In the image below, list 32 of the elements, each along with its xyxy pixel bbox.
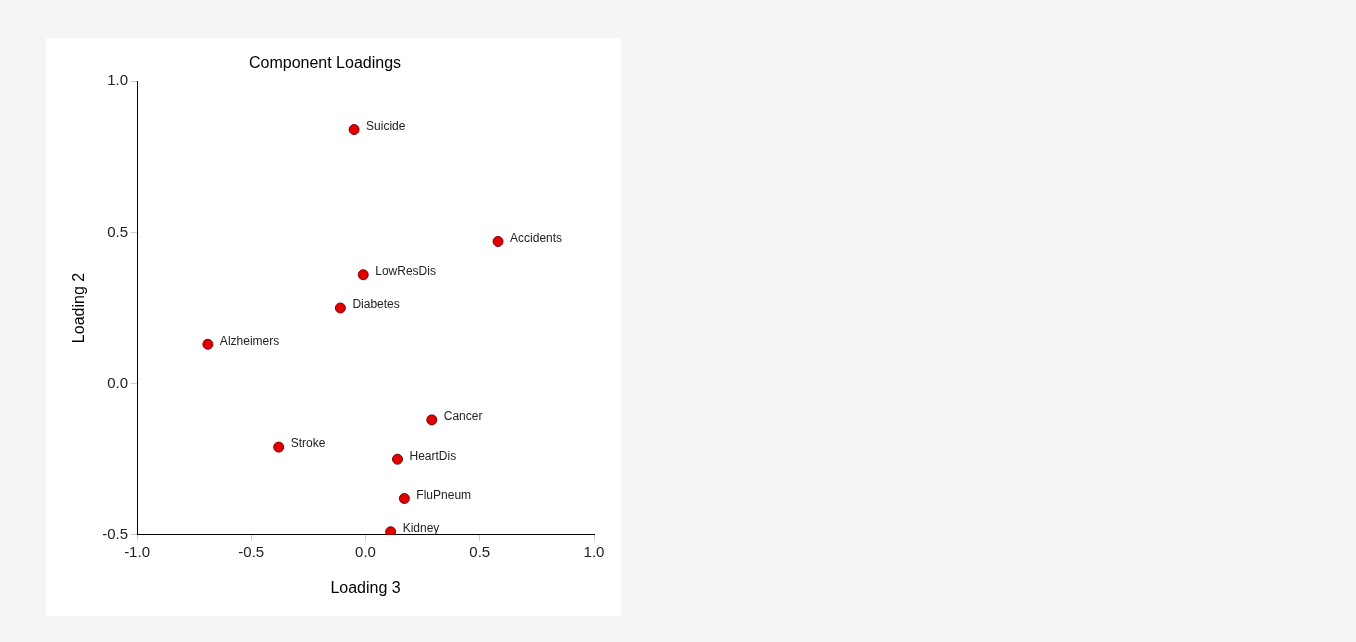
x-tick-label: 0.0 bbox=[355, 542, 376, 560]
y-tick-label: -0.5 bbox=[102, 524, 129, 542]
y-tick-label: 1.0 bbox=[107, 71, 129, 89]
x-tick-label: -0.5 bbox=[238, 542, 265, 560]
point bbox=[334, 302, 346, 314]
point bbox=[348, 124, 360, 136]
annotation: Suicide bbox=[366, 118, 406, 133]
point bbox=[398, 493, 410, 505]
x-tick-label: 1.0 bbox=[583, 542, 605, 560]
chart-title: Component Loadings bbox=[248, 54, 402, 72]
annotation: Cancer bbox=[443, 409, 483, 424]
x-tick-label: 0.5 bbox=[469, 542, 491, 560]
x-axis-title: Loading 3 bbox=[330, 578, 401, 596]
annotation: LowResDis bbox=[375, 264, 436, 279]
annotation: Stroke bbox=[290, 436, 326, 451]
annotation: Kidney bbox=[402, 521, 440, 536]
y-axis-title: Loading 2 bbox=[70, 272, 88, 344]
point bbox=[202, 338, 214, 350]
y-tick-label: 0.0 bbox=[107, 373, 129, 391]
y-tick-label: 0.5 bbox=[107, 222, 129, 240]
point bbox=[385, 526, 397, 535]
point bbox=[492, 235, 504, 247]
x-tick-label: -1.0 bbox=[124, 542, 150, 560]
annotation: FluPneum bbox=[416, 487, 472, 502]
annotation: HeartDis bbox=[409, 448, 457, 463]
point bbox=[273, 441, 285, 453]
point bbox=[357, 269, 369, 281]
annotation: Accidents bbox=[510, 230, 563, 245]
annotation: Diabetes bbox=[352, 297, 400, 312]
annotation: Alzheimers bbox=[219, 333, 280, 348]
point bbox=[426, 414, 438, 426]
point bbox=[392, 453, 404, 465]
